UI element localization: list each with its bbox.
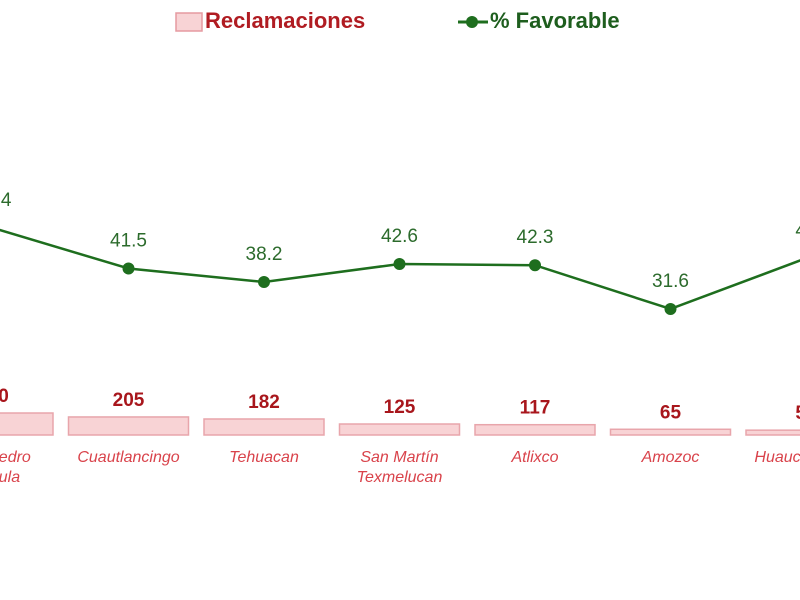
line-value-label: 44: [795, 220, 800, 241]
line-value-label: 51.4: [0, 190, 12, 211]
x-tick-label: Amozoc: [641, 449, 700, 466]
bar: [338, 423, 461, 436]
line-point: [393, 257, 406, 270]
bar: [609, 428, 732, 436]
line-point: [122, 262, 135, 275]
x-tick-label: Atlixco: [510, 449, 558, 466]
bar-value-label: 125: [384, 397, 416, 418]
x-tick-label: San Martín Texmelucan: [357, 449, 443, 486]
x-tick-label: Tehuacan: [229, 449, 299, 466]
bar-value-label: 182: [248, 392, 280, 413]
x-tick-label: Cuautlancingo: [77, 449, 179, 466]
bar: [745, 429, 800, 436]
line-value-label: 31.6: [652, 271, 689, 292]
line-value-label: 38.2: [246, 244, 283, 265]
legend-label: % Favorable: [490, 8, 620, 33]
line-point: [258, 275, 270, 288]
line-point: [529, 259, 541, 272]
bar: [474, 423, 596, 436]
bar-value-label: 250: [0, 386, 9, 407]
legend-swatch: [466, 16, 478, 28]
bar: [67, 416, 190, 436]
line-value-label: 42.6: [381, 226, 418, 247]
bar-value-label: 65: [660, 402, 682, 423]
line-point: [664, 302, 677, 315]
legend-swatch: [175, 12, 203, 32]
line-value-label: 42.3: [517, 227, 554, 248]
x-tick-label: San PedroCholula: [0, 449, 31, 486]
bar: [203, 418, 325, 436]
x-tick-label: Huauchinango: [754, 449, 800, 466]
line-value-label: 41.5: [110, 231, 147, 252]
bar: [0, 412, 54, 436]
bar-value-label: 55: [795, 403, 800, 424]
legend-label: Reclamaciones: [205, 8, 365, 33]
bar-value-label: 117: [520, 398, 551, 419]
bar-value-label: 205: [113, 390, 145, 411]
